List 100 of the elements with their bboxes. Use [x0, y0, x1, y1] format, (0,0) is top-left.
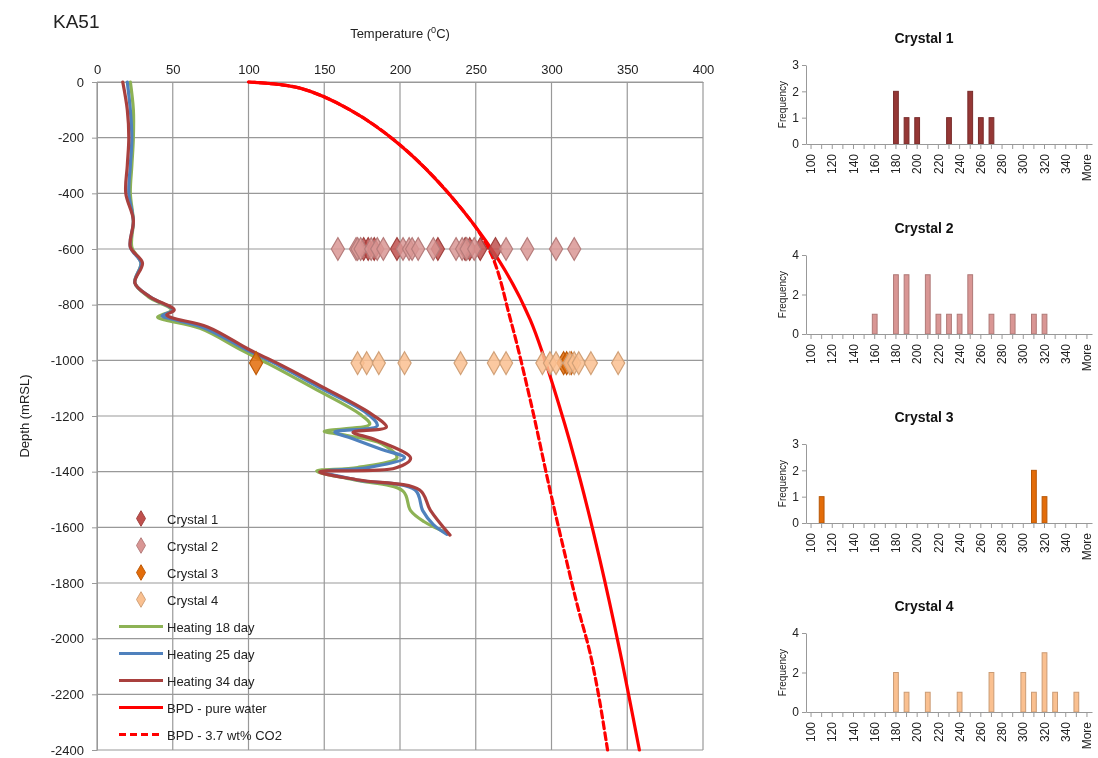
- x-axis-title: Temperature ($^{0}$C): [350, 25, 450, 41]
- x-tick-label: 180: [889, 532, 904, 554]
- x-tick-label: 180: [889, 343, 904, 365]
- y-tick-label: -2000: [50, 631, 84, 647]
- legend-label: BPD - pure water: [167, 700, 268, 716]
- y-tick-label: 2: [792, 287, 800, 302]
- legend-label: Crystal 1: [167, 511, 219, 527]
- x-tick-label: 260: [974, 343, 989, 365]
- y-tick-label: 3: [792, 437, 800, 452]
- y-tick-label: -2400: [50, 742, 84, 758]
- x-tick-label: 340: [1058, 343, 1073, 365]
- x-tick-label: 320: [1037, 343, 1052, 365]
- x-tick-label: 220: [931, 532, 946, 554]
- legend-label: Crystal 3: [167, 565, 219, 581]
- y-tick-label: -1000: [50, 352, 84, 368]
- x-tick-label: 160: [867, 343, 882, 365]
- chart-title: Crystal 4: [894, 598, 954, 614]
- y-tick-label: 0: [792, 137, 800, 152]
- y-axis-title: Frequency: [777, 459, 788, 508]
- x-tick-label: 140: [846, 153, 861, 175]
- x-tick-label: 280: [995, 153, 1010, 175]
- x-tick-label: 300: [1016, 721, 1031, 743]
- x-tick-label: 100: [804, 532, 819, 554]
- x-tick-label: 340: [1058, 721, 1073, 743]
- x-tick-label: 260: [974, 721, 989, 743]
- x-tick-label: 260: [974, 153, 989, 175]
- y-tick-label: 0: [792, 516, 800, 531]
- chart-title: KA51: [53, 11, 100, 32]
- x-tick-label: 100: [804, 343, 819, 365]
- x-tick-label: 340: [1058, 532, 1073, 554]
- y-axis-title: Frequency: [777, 80, 788, 129]
- x-tick-label: 400: [692, 62, 715, 77]
- x-tick-label: More: [1080, 532, 1095, 561]
- y-tick-label: 0: [792, 705, 800, 720]
- y-tick-label: 0: [76, 74, 84, 90]
- x-tick-label: 120: [825, 532, 840, 554]
- x-tick-label: 100: [238, 62, 260, 77]
- x-tick-label: 200: [389, 62, 412, 77]
- x-tick-label: 120: [825, 343, 840, 365]
- y-axis-title: Frequency: [777, 270, 788, 319]
- x-tick-label: More: [1080, 153, 1095, 182]
- legend-label: Heating 34 day: [167, 673, 255, 689]
- x-tick-label: 340: [1058, 153, 1073, 175]
- x-tick-label: 350: [616, 62, 639, 77]
- x-tick-label: 140: [846, 343, 861, 365]
- x-tick-label: 300: [1016, 153, 1031, 175]
- y-tick-label: 4: [792, 626, 800, 641]
- y-tick-label: 0: [792, 327, 800, 342]
- x-tick-label: 300: [541, 62, 563, 77]
- y-tick-label: 1: [792, 111, 800, 126]
- x-tick-label: 300: [1016, 343, 1031, 365]
- x-tick-label: 200: [910, 153, 925, 175]
- x-tick-label: 180: [889, 153, 904, 175]
- x-tick-label: 280: [995, 343, 1010, 365]
- y-tick-label: 3: [792, 58, 800, 73]
- x-tick-label: 140: [846, 721, 861, 743]
- x-tick-label: 160: [867, 153, 882, 175]
- y-tick-label: 4: [792, 248, 800, 263]
- x-tick-label: 280: [995, 532, 1010, 554]
- x-tick-label: 200: [910, 532, 925, 554]
- y-tick-label: -1400: [50, 464, 84, 480]
- legend-label: Crystal 2: [167, 538, 219, 554]
- legend-label: Heating 18 day: [167, 619, 255, 635]
- chart-title: Crystal 2: [894, 220, 954, 236]
- x-tick-label: 160: [867, 532, 882, 554]
- legend-label: BPD - 3.7 wt% CO2: [167, 727, 282, 743]
- x-tick-label: 300: [1016, 532, 1031, 554]
- x-tick-label: 120: [825, 153, 840, 175]
- x-tick-label: 240: [952, 532, 967, 554]
- y-axis-title: Depth (mRSL): [17, 374, 32, 458]
- y-tick-label: -1200: [50, 408, 84, 424]
- x-tick-label: 200: [910, 343, 925, 365]
- legend-label: Crystal 4: [167, 592, 219, 608]
- y-tick-label: -600: [57, 241, 84, 257]
- x-tick-label: More: [1080, 343, 1095, 372]
- x-tick-label: 280: [995, 721, 1010, 743]
- y-tick-label: 2: [792, 84, 800, 99]
- x-tick-label: 100: [804, 721, 819, 743]
- x-tick-label: 200: [910, 721, 925, 743]
- x-tick-label: 160: [867, 721, 882, 743]
- x-tick-label: 180: [889, 721, 904, 743]
- x-tick-label: 100: [804, 153, 819, 175]
- x-tick-label: 140: [846, 532, 861, 554]
- x-tick-label: 150: [313, 62, 336, 77]
- x-tick-label: 220: [931, 343, 946, 365]
- x-tick-label: 0: [93, 62, 102, 77]
- y-tick-label: 1: [792, 490, 800, 505]
- x-tick-label: 250: [465, 62, 488, 77]
- y-tick-label: -400: [57, 185, 84, 201]
- y-tick-label: 2: [792, 463, 800, 478]
- x-tick-label: 50: [166, 62, 181, 77]
- y-tick-label: -2200: [50, 686, 84, 702]
- y-tick-label: -200: [57, 130, 84, 146]
- chart-title: Crystal 3: [894, 409, 954, 425]
- y-tick-label: -800: [57, 297, 84, 313]
- x-tick-label: 320: [1037, 721, 1052, 743]
- y-tick-label: -1800: [50, 575, 84, 591]
- y-axis-title: Frequency: [777, 648, 788, 697]
- x-tick-label: 320: [1037, 532, 1052, 554]
- x-tick-label: 220: [931, 721, 946, 743]
